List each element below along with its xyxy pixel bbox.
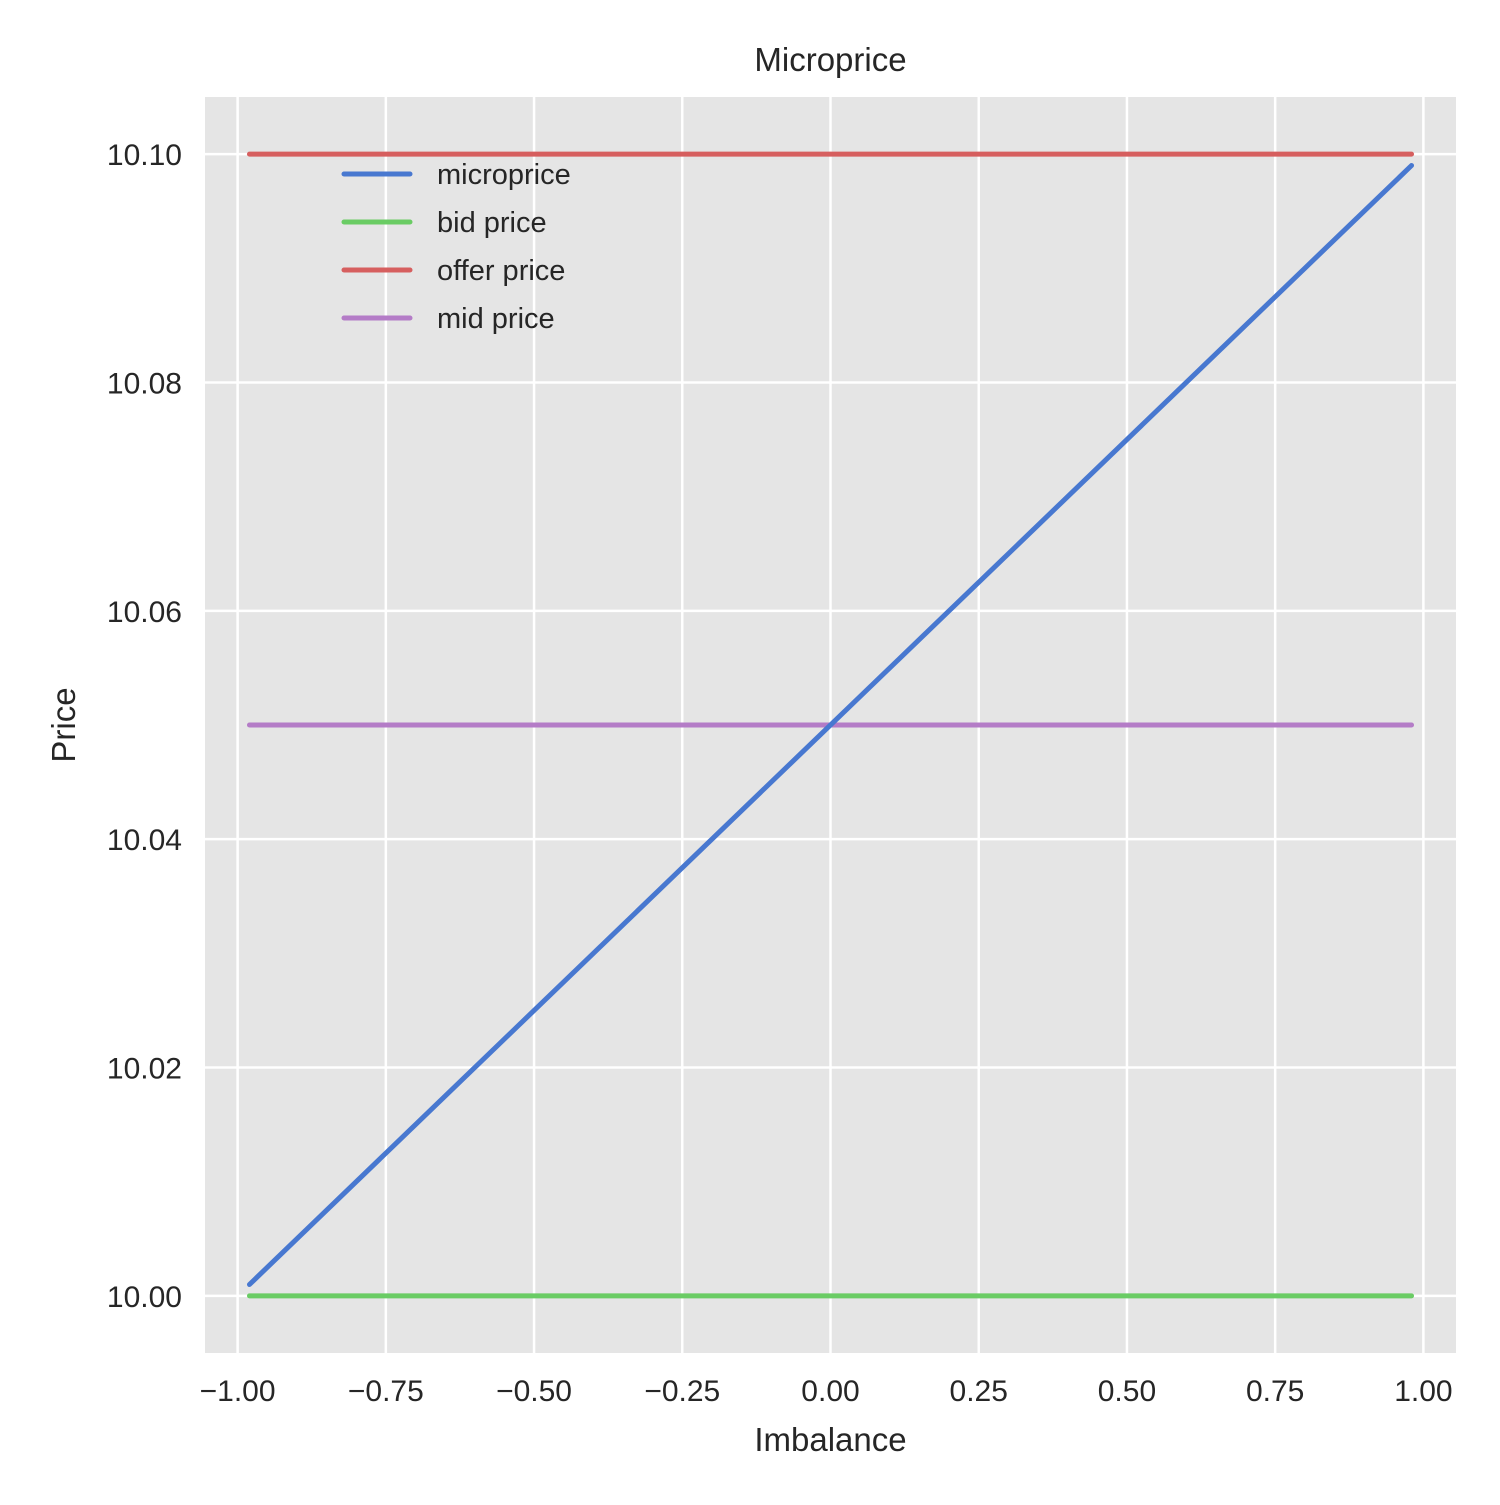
y-axis-ticks: 10.00 10.02 10.04 10.06 10.08 10.10 <box>107 139 182 1314</box>
x-tick-label: 0.25 <box>950 1375 1008 1408</box>
y-tick-label: 10.00 <box>107 1281 182 1314</box>
legend-label-bid-price: bid price <box>437 207 547 239</box>
x-tick-label: 0.00 <box>801 1375 859 1408</box>
y-tick-label: 10.08 <box>107 367 182 400</box>
legend-label-mid-price: mid price <box>437 303 555 335</box>
x-tick-label: 0.50 <box>1098 1375 1156 1408</box>
x-axis-label: Imbalance <box>754 1421 906 1458</box>
legend-label-offer-price: offer price <box>437 255 565 287</box>
chart-title: Microprice <box>754 41 906 78</box>
series-line-microprice <box>246 163 1415 1287</box>
x-tick-label: −0.25 <box>644 1375 720 1408</box>
x-tick-label: −0.75 <box>348 1375 424 1408</box>
legend: microprice bid price offer price mid price <box>341 159 571 335</box>
y-tick-label: 10.10 <box>107 139 182 172</box>
x-tick-label: 1.00 <box>1394 1375 1452 1408</box>
x-tick-label: −0.50 <box>496 1375 572 1408</box>
y-axis-label: Price <box>45 687 82 762</box>
series-lines <box>246 151 1415 1299</box>
x-axis-ticks: −1.00 −0.75 −0.50 −0.25 0.00 0.25 0.50 0.75 1.00 <box>200 1375 1453 1408</box>
legend-label-microprice: microprice <box>437 159 571 191</box>
y-tick-label: 10.02 <box>107 1053 182 1086</box>
y-tick-label: 10.04 <box>107 824 182 857</box>
x-tick-label: 0.75 <box>1246 1375 1304 1408</box>
x-tick-label: −1.00 <box>200 1375 276 1408</box>
y-tick-label: 10.06 <box>107 596 182 629</box>
